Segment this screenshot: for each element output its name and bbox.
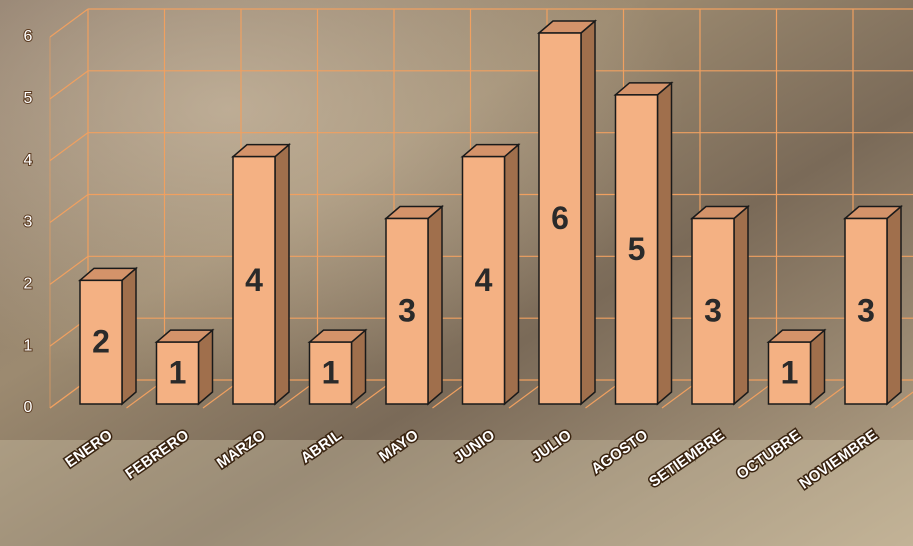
- data-label: 4: [475, 262, 493, 298]
- data-label: 6: [551, 200, 569, 236]
- grid-line: [49, 194, 89, 223]
- y-tick-label: 6: [24, 28, 33, 45]
- y-tick-label: 3: [24, 214, 33, 231]
- data-label: 3: [857, 293, 875, 329]
- background-floor: [0, 440, 913, 546]
- grid-line: [49, 255, 89, 285]
- bar: [842, 204, 904, 406]
- bar: [613, 81, 674, 406]
- y-tick-label: 1: [24, 337, 33, 354]
- bar-front: [691, 217, 735, 405]
- bar-side: [503, 143, 520, 406]
- grid-line: [49, 132, 89, 162]
- y-tick-label: 2: [24, 276, 33, 293]
- bar-front: [538, 32, 582, 405]
- data-label: 2: [92, 324, 110, 360]
- data-label: 3: [398, 293, 416, 329]
- bar: [77, 266, 139, 406]
- data-label: 1: [322, 355, 340, 391]
- bar-side: [121, 266, 137, 406]
- bar-front: [385, 217, 429, 405]
- y-tick-label: 4: [24, 152, 33, 169]
- bar-side: [886, 204, 902, 406]
- data-label: 4: [245, 262, 263, 298]
- bar: [536, 19, 598, 406]
- bar-front: [461, 155, 506, 405]
- bar: [230, 143, 292, 406]
- bar: [460, 143, 521, 406]
- bar-side: [274, 143, 290, 406]
- bar-side: [427, 204, 443, 406]
- bar-side: [733, 204, 749, 406]
- data-label: 1: [169, 355, 187, 391]
- bar-front: [232, 155, 276, 405]
- bar-side: [580, 19, 596, 406]
- bar: [154, 328, 215, 406]
- grid-line: [49, 70, 89, 100]
- bar: [766, 328, 827, 406]
- bar-front: [614, 94, 659, 405]
- floor-line: [891, 391, 913, 409]
- bar-front: [844, 217, 888, 405]
- grid-line: [49, 8, 89, 38]
- bar: [383, 204, 445, 406]
- data-label: 5: [628, 231, 646, 267]
- y-tick-label: 0: [24, 399, 33, 416]
- bar: [307, 328, 368, 406]
- bar-front: [767, 341, 812, 405]
- y-tick-label: 5: [24, 90, 33, 107]
- bar-front: [155, 341, 200, 405]
- bar-front: [79, 279, 123, 405]
- data-label: 3: [704, 293, 722, 329]
- data-label: 1: [781, 355, 799, 391]
- bar-side: [656, 81, 673, 406]
- bar: [689, 204, 751, 406]
- bar-front: [308, 341, 353, 405]
